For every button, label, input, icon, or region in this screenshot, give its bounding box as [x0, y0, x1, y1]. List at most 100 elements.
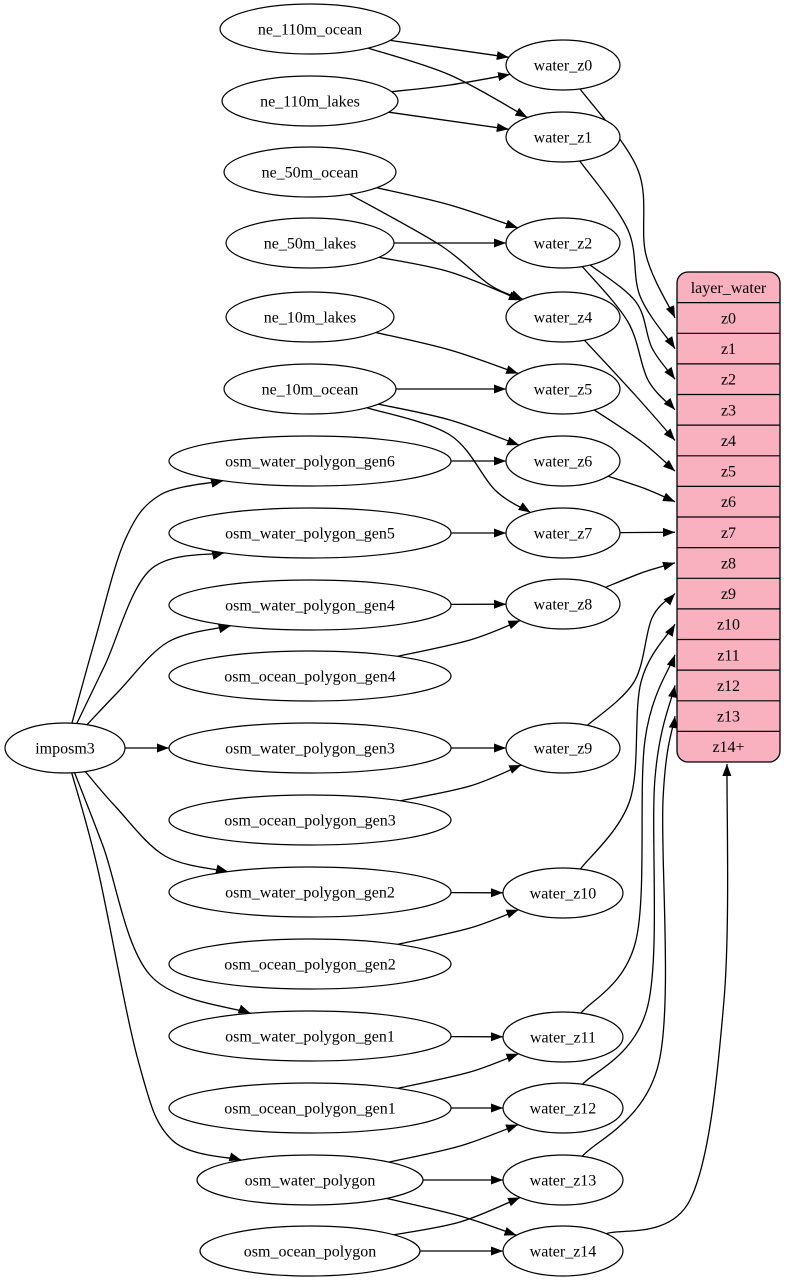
node-label-water_z10: water_z10 [530, 886, 597, 903]
node-ellipse-osm_water_polygon [196, 1154, 424, 1206]
node-ellipse-osm_ocean_polygon_gen4 [168, 650, 452, 702]
edge-osm_water_polygon-to-water_z12 [388, 1123, 519, 1163]
edge-water_z1-to-layer_water-z1 [579, 160, 676, 349]
table-row-z14+: z14+ [712, 739, 744, 756]
node-ellipse-water_z13 [502, 1154, 624, 1206]
node-imposm3: imposm3 [4, 722, 126, 774]
edge-water_z14-to-layer_water-z14+ [605, 763, 732, 1235]
table-row-z0: z0 [721, 310, 736, 327]
node-osm_ocean_polygon_gen2: osm_ocean_polygon_gen2 [168, 938, 452, 990]
node-ellipse-water_z10 [502, 867, 624, 919]
node-label-water_z12: water_z12 [530, 1101, 597, 1118]
node-label-water_z7: water_z7 [534, 526, 593, 543]
node-label-water_z14: water_z14 [530, 1244, 597, 1261]
edge-osm_ocean_polygon_gen4-to-water_z8 [397, 619, 521, 658]
edge-water_z4-to-layer_water-z4 [583, 339, 676, 441]
node-label-ne_110m_lakes: ne_110m_lakes [260, 94, 360, 111]
edge-ne_50m_ocean-to-water_z2 [376, 187, 519, 229]
node-label-ne_50m_lakes: ne_50m_lakes [264, 236, 356, 253]
node-ellipse-water_z12 [502, 1082, 624, 1134]
edge-imposm3-to-osm_water_polygon_gen6 [71, 478, 224, 724]
edge-ne_110m_ocean-to-water_z1 [367, 47, 528, 119]
edge-water_z10-to-layer_water-z10 [579, 623, 676, 870]
table-row-z9: z9 [721, 586, 736, 603]
node-water_z6: water_z6 [505, 435, 621, 487]
node-water_z10: water_z10 [502, 867, 624, 919]
node-label-water_z5: water_z5 [534, 382, 593, 399]
node-osm_water_polygon_gen2: osm_water_polygon_gen2 [168, 866, 452, 918]
node-ne_10m_ocean: ne_10m_ocean [223, 363, 397, 415]
node-ellipse-water_z2 [505, 217, 621, 269]
node-water_z9: water_z9 [505, 722, 621, 774]
edge-ne_10m_ocean-to-water_z7 [366, 407, 531, 514]
edge-water_z12-to-layer_water-z12 [581, 685, 677, 1085]
node-ellipse-water_z5 [505, 363, 621, 415]
node-ellipse-osm_ocean_polygon [199, 1225, 421, 1277]
node-ellipse-osm_water_polygon_gen4 [168, 579, 452, 631]
table-row-z4: z4 [721, 433, 736, 450]
node-label-osm_water_polygon_gen1: osm_water_polygon_gen1 [225, 1029, 395, 1046]
table-row-z10: z10 [717, 617, 740, 634]
node-osm_water_polygon_gen6: osm_water_polygon_gen6 [168, 435, 452, 487]
node-label-ne_10m_ocean: ne_10m_ocean [262, 382, 359, 399]
edge-water_z6-to-layer_water-z6 [607, 475, 676, 503]
edge-ne_110m_lakes-to-water_z0 [391, 72, 511, 93]
edge-water_z11-to-layer_water-z11 [580, 654, 676, 1014]
node-label-water_z4: water_z4 [534, 310, 593, 327]
node-label-osm_ocean_polygon_gen1: osm_ocean_polygon_gen1 [224, 1101, 396, 1118]
node-water_z14: water_z14 [502, 1225, 624, 1277]
edge-water_z13-to-layer_water-z13 [581, 716, 678, 1157]
edge-water_z8-to-layer_water-z8 [605, 561, 676, 588]
edge-water_z9-to-layer_water-z9 [586, 593, 676, 726]
edge-osm_ocean_polygon_gen2-to-water_z10 [397, 909, 519, 946]
edge-water_z2-to-layer_water-z2 [589, 264, 676, 380]
edge-imposm3-to-osm_water_polygon_gen2 [84, 771, 229, 874]
table-row-z5: z5 [721, 464, 736, 481]
node-label-ne_10m_lakes: ne_10m_lakes [264, 310, 356, 327]
node-osm_water_polygon_gen5: osm_water_polygon_gen5 [168, 507, 452, 559]
node-label-osm_water_polygon_gen2: osm_water_polygon_gen2 [225, 885, 395, 902]
table-row-z8: z8 [721, 555, 736, 572]
node-water_z11: water_z11 [502, 1011, 624, 1063]
node-label-osm_water_polygon_gen6: osm_water_polygon_gen6 [225, 454, 395, 471]
node-ne_50m_ocean: ne_50m_ocean [223, 146, 397, 198]
node-label-water_z13: water_z13 [530, 1173, 597, 1190]
node-ellipse-water_z8 [505, 578, 621, 630]
node-label-water_z8: water_z8 [534, 597, 593, 614]
node-water_z0: water_z0 [505, 39, 621, 91]
node-label-ne_50m_ocean: ne_50m_ocean [262, 165, 359, 182]
node-label-osm_water_polygon: osm_water_polygon [245, 1173, 376, 1190]
node-ellipse-osm_water_polygon_gen6 [168, 435, 452, 487]
node-label-water_z1: water_z1 [534, 130, 593, 147]
node-label-osm_ocean_polygon_gen2: osm_ocean_polygon_gen2 [224, 957, 396, 974]
edge-imposm3-to-osm_water_polygon_gen4 [86, 624, 231, 726]
node-label-ne_110m_ocean: ne_110m_ocean [258, 22, 362, 39]
node-water_z8: water_z8 [505, 578, 621, 630]
node-osm_ocean_polygon_gen1: osm_ocean_polygon_gen1 [168, 1082, 452, 1134]
node-ellipse-water_z14 [502, 1225, 624, 1277]
edge-ne_110m_lakes-to-water_z1 [388, 111, 509, 133]
node-ne_50m_lakes: ne_50m_lakes [225, 217, 395, 269]
table-row-z2: z2 [721, 372, 736, 389]
table-row-z3: z3 [721, 402, 736, 419]
node-ellipse-osm_water_polygon_gen3 [168, 722, 452, 774]
edge-imposm3-to-osm_water_polygon_gen1 [73, 772, 251, 1014]
node-label-osm_water_polygon_gen3: osm_water_polygon_gen3 [225, 741, 395, 758]
node-ellipse-ne_10m_ocean [223, 363, 397, 415]
node-water_z12: water_z12 [502, 1082, 624, 1134]
node-ellipse-ne_10m_lakes [225, 291, 395, 343]
edge-ne_10m_lakes-to-water_z5 [375, 331, 519, 375]
edge-ne_50m_lakes-to-water_z4 [378, 256, 522, 301]
node-label-osm_ocean_polygon_gen4: osm_ocean_polygon_gen4 [224, 669, 396, 686]
node-label-osm_water_polygon_gen4: osm_water_polygon_gen4 [225, 598, 395, 615]
edge-ne_110m_ocean-to-water_z0 [390, 39, 509, 61]
node-ellipse-imposm3 [4, 722, 126, 774]
node-ne_110m_ocean: ne_110m_ocean [219, 3, 401, 55]
table-layer_water: layer_water z0 z1 z2 z3 z4 z5 z6 z7 z8 z9 z10 z11 z12… [676, 271, 781, 763]
node-water_z13: water_z13 [502, 1154, 624, 1206]
node-ellipse-ne_110m_lakes [221, 75, 399, 127]
node-ellipse-osm_water_polygon_gen1 [168, 1010, 452, 1062]
table-row-z7: z7 [721, 525, 736, 542]
node-label-water_z11: water_z11 [530, 1030, 596, 1047]
